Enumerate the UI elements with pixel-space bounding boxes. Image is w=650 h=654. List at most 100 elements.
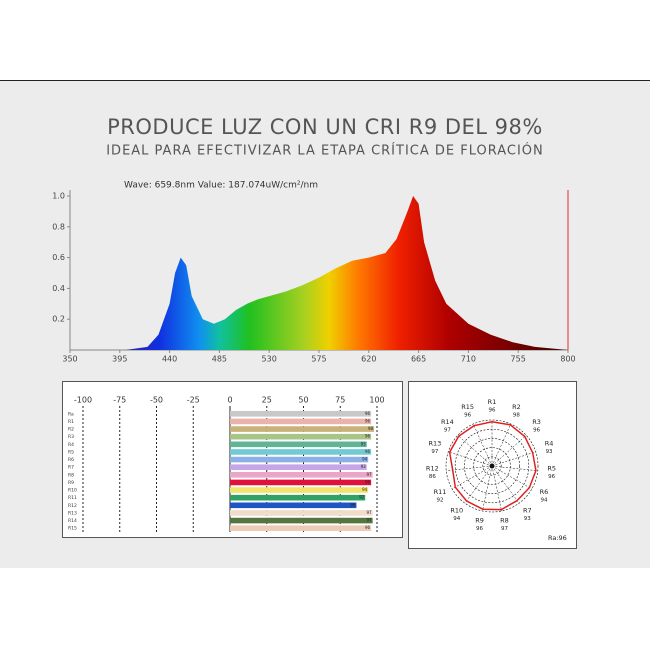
spoke-value: 97 [501, 526, 508, 532]
x-tick-label: 665 [411, 355, 426, 364]
category-label: R8 [68, 472, 74, 478]
category-label: R11 [68, 495, 77, 501]
x-tick-label: 0 [227, 396, 232, 405]
spoke [491, 423, 511, 467]
spoke-value: 94 [540, 498, 547, 504]
category-label: R6 [68, 457, 74, 463]
bar [230, 494, 366, 501]
spoke-label: R1 [488, 398, 497, 406]
spoke [448, 451, 493, 467]
spoke [491, 435, 527, 467]
spoke-label: R2 [512, 403, 521, 411]
ring [445, 419, 539, 513]
category-label: R1 [68, 419, 74, 425]
x-tick-label: 440 [162, 355, 177, 364]
bar [230, 418, 372, 425]
x-tick-label: 530 [262, 355, 277, 364]
x-tick-label: 485 [212, 355, 227, 364]
spoke [491, 465, 520, 504]
value-label: 92 [359, 495, 365, 500]
category-label: Ra [68, 411, 74, 417]
spoke-label: R10 [450, 507, 463, 515]
spoke [452, 465, 493, 490]
category-label: R2 [68, 427, 74, 433]
x-tick-label: -100 [74, 396, 92, 405]
spoke-value: 93 [546, 449, 553, 455]
value-label: 96 [365, 525, 371, 530]
bar [230, 464, 367, 470]
x-tick-label: 25 [262, 396, 272, 405]
bar [230, 449, 372, 455]
annotation: Ra:96 [548, 534, 567, 542]
title: PRODUCE LUZ CON UN CRI R9 DEL 98% [107, 115, 543, 139]
spoke-value: 96 [476, 526, 483, 532]
spoke-value: 96 [533, 427, 540, 433]
spoke-label: R3 [532, 418, 541, 426]
spectrum-area [70, 196, 568, 350]
y-tick-label: 0.8 [52, 222, 65, 231]
value-label: 96 [365, 479, 371, 484]
spoke-label: R13 [429, 439, 442, 447]
cri-bar-chart: -100 -75 -50 -25 0 25 50 75 100 Ra 96 R1 96 R2 98 R3 96 R… [68, 396, 385, 532]
x-tick-label: 800 [560, 355, 575, 364]
ring [473, 447, 511, 485]
spoke-label: R9 [475, 517, 484, 525]
spoke-value: 97 [444, 427, 451, 433]
spoke [491, 465, 502, 512]
spoke-label: R12 [426, 464, 439, 472]
x-tick-label: -25 [187, 396, 200, 405]
spoke [491, 465, 538, 472]
x-tick-label: 620 [361, 355, 376, 364]
spoke-value: 98 [513, 413, 520, 419]
y-tick-label: 0.6 [52, 253, 65, 262]
spoke [446, 465, 493, 472]
category-label: R10 [68, 488, 77, 494]
value-label: 86 [350, 502, 356, 507]
spoke [457, 435, 493, 467]
category-label: R5 [68, 449, 74, 455]
category-label: R14 [68, 518, 77, 524]
spoke [491, 451, 536, 467]
category-label: R15 [68, 526, 77, 532]
y-tick-label: 0.2 [52, 315, 65, 324]
spoke-label: R7 [523, 507, 532, 515]
value-label: 96 [365, 449, 371, 454]
category-label: R3 [68, 434, 74, 440]
bar [230, 517, 373, 524]
bar [230, 433, 372, 440]
value-label: 93 [361, 464, 367, 469]
value-label: 97 [366, 472, 372, 477]
value-label: 94 [362, 457, 368, 462]
x-tick-label: -75 [113, 396, 126, 405]
spoke-label: R15 [461, 403, 474, 411]
value-label: 97 [366, 518, 372, 523]
spoke-value: 93 [524, 516, 531, 522]
category-label: R7 [68, 465, 74, 471]
y-tick-label: 0.4 [52, 284, 65, 293]
spoke-label: R11 [434, 488, 447, 496]
spoke-label: R5 [547, 464, 556, 472]
ring [482, 456, 502, 476]
subtitle: IDEAL PARA EFECTIVIZAR LA ETAPA CRÍTICA … [106, 143, 544, 159]
bar [230, 502, 357, 509]
bar [230, 510, 373, 516]
bar [230, 479, 372, 486]
annotation: Wave: 659.8nm Value: 187.074uW/cm²/nm [124, 181, 318, 191]
x-tick-label: 50 [298, 396, 308, 405]
bar [230, 487, 369, 493]
category-label: R13 [68, 510, 77, 516]
value-label: 98 [368, 426, 374, 431]
value-label: 94 [362, 487, 368, 492]
value-label: 96 [365, 411, 371, 416]
spoke-value: 97 [431, 449, 438, 455]
spoke-value: 96 [548, 474, 555, 480]
x-tick-label: 75 [335, 396, 345, 405]
bar [230, 441, 367, 448]
x-tick-label: 100 [369, 396, 384, 405]
center [489, 463, 495, 469]
bar [230, 411, 372, 417]
bar [230, 525, 372, 531]
y-tick-label: 1.0 [52, 192, 65, 201]
spoke-label: R14 [441, 418, 454, 426]
